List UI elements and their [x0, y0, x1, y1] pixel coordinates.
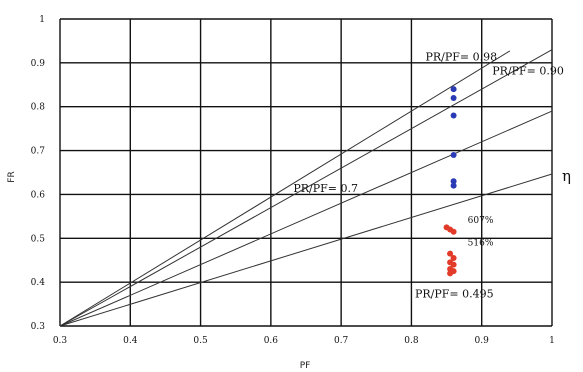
- y-tick-label: 0.3: [31, 322, 46, 332]
- x-tick-label: 0.7: [334, 336, 349, 346]
- eta-symbol: η: [562, 167, 571, 185]
- data-point: [450, 151, 457, 158]
- data-point: [450, 261, 457, 268]
- y-tick-label: 0.8: [31, 103, 46, 113]
- data-point: [450, 94, 457, 101]
- percent-annotation: 516%: [468, 239, 494, 249]
- x-tick-label: 0.4: [123, 336, 138, 346]
- data-point: [450, 255, 457, 262]
- y-axis-label: FR: [7, 171, 17, 182]
- x-tick-label: 0.3: [53, 336, 68, 346]
- reference-line-label: PR/PF= 0.495: [415, 287, 494, 300]
- reference-line-label: PR/PF= 0.98: [425, 51, 497, 64]
- y-tick-label: 0.5: [31, 234, 46, 244]
- y-tick-label: 0.9: [31, 59, 46, 69]
- tick-labels: 0.3 0.4 0.5 0.6 0.7 0.8 0.9 1 0.3 0.4 0.5 0.6 0.7 0.8…: [31, 15, 555, 346]
- data-point: [447, 250, 454, 257]
- reference-line: [59, 173, 553, 327]
- data-point: [447, 270, 454, 277]
- y-tick-label: 1: [39, 15, 45, 25]
- x-tick-label: 0.9: [475, 336, 490, 346]
- annotations: 607% 516%: [468, 216, 494, 249]
- reference-line: [59, 49, 553, 327]
- percent-annotation: 607%: [468, 216, 494, 226]
- reference-line: [59, 50, 511, 327]
- data-point: [450, 86, 457, 93]
- y-tick-label: 0.4: [31, 278, 46, 288]
- x-tick-label: 0.6: [264, 336, 279, 346]
- data-point: [450, 228, 457, 235]
- x-tick-label: 0.8: [404, 336, 419, 346]
- reference-line-label: PR/PF= 0.7: [293, 182, 358, 195]
- data-points: [443, 86, 457, 277]
- reference-line: [59, 110, 553, 327]
- data-point: [450, 178, 457, 185]
- x-tick-label: 0.5: [193, 336, 208, 346]
- grid: [59, 18, 553, 327]
- x-tick-label: 1: [549, 336, 555, 346]
- data-point: [450, 112, 457, 119]
- y-tick-label: 0.6: [31, 190, 46, 200]
- reference-line-label: PR/PF= 0.90: [492, 65, 564, 78]
- y-tick-label: 0.7: [31, 147, 46, 157]
- x-axis-label: PF: [300, 361, 311, 371]
- data-point: [450, 182, 457, 189]
